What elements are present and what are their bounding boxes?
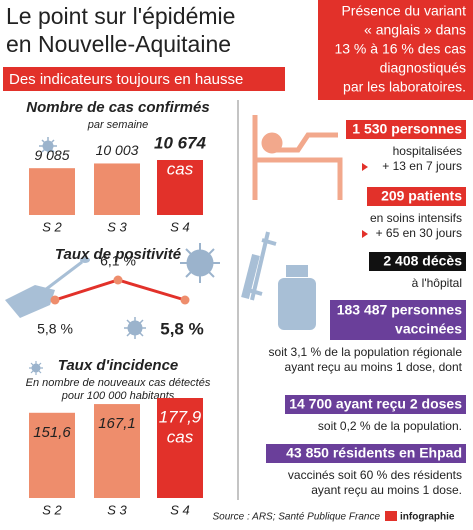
unit-label: cas (167, 159, 194, 178)
fact-headline: 183 487 personnes (337, 302, 463, 318)
bed-icon (252, 115, 343, 200)
logo-mark (385, 511, 397, 521)
fact-text: soit 0,2 % de la population. (318, 419, 462, 433)
virus-icon (29, 361, 43, 375)
category-label: S 3 (107, 219, 127, 234)
swab-icon (5, 257, 90, 318)
fact-text: hospitalisées (393, 144, 462, 158)
fact-headline-bg (285, 395, 466, 414)
bar (157, 160, 203, 215)
bar (29, 168, 75, 215)
syringe-icon (241, 231, 277, 301)
category-label: S 2 (42, 219, 62, 234)
category-label: S 4 (170, 502, 190, 517)
fact-headline: vaccinées (395, 321, 462, 337)
value-label: 10 674 (154, 133, 207, 152)
fact-text: en soins intensifs (370, 211, 462, 225)
trend-point (180, 295, 190, 305)
section-subtitle: par semaine (87, 119, 149, 131)
fact-text: vaccinés soit 60 % des résidents (288, 468, 462, 482)
bullet (362, 230, 368, 238)
value-label: 5,8 % (160, 319, 203, 338)
section-title: Taux de positivité (55, 246, 181, 263)
variant-text: « anglais » dans (364, 22, 466, 38)
variant-text: 13 % à 16 % des cas (334, 41, 466, 57)
fact-headline-bg (266, 444, 466, 463)
variant-text: par les laboratoires. (343, 79, 466, 95)
fact-text: + 65 en 30 jours (376, 226, 462, 240)
fact-text: soit 3,1 % de la population régionale (269, 345, 463, 359)
category-label: S 2 (42, 502, 62, 517)
virus-icon (39, 137, 57, 155)
value-label: 167,1 (98, 415, 136, 432)
fact-text: à l'hôpital (412, 276, 462, 290)
fact-text: ayant reçu au moins 1 dose. (311, 483, 462, 497)
bar (94, 404, 140, 498)
variant-text: Présence du variant (341, 3, 466, 19)
variant-bg (318, 0, 473, 100)
section-subtitle: pour 100 000 habitants (61, 390, 175, 402)
value-label: 5,8 % (37, 321, 73, 337)
section-title: Taux d'incidence (58, 357, 179, 374)
section-subtitle: En nombre de nouveaux cas détectés (26, 377, 211, 389)
source: Source : ARS; Santé Publique France (213, 512, 381, 523)
fact-headline: 43 850 résidents en Ehpad (286, 445, 462, 461)
trend-point (50, 295, 60, 305)
fact-headline: 209 patients (381, 188, 462, 204)
bar (29, 412, 75, 498)
fact-headline-bg (369, 252, 466, 271)
fact-headline: 2 408 décès (383, 253, 462, 269)
bottle-icon (278, 265, 316, 330)
value-label: 6,1 % (100, 253, 136, 269)
variant-text: diagnostiqués (380, 60, 466, 76)
fact-text: ayant reçu au moins 1 dose, dont (285, 360, 463, 374)
category-label: S 4 (170, 219, 190, 234)
fact-headline-bg (367, 187, 466, 206)
banner: Des indicateurs toujours en hausse (9, 71, 243, 88)
value-label: 9 085 (34, 147, 69, 163)
virus-icon (124, 317, 146, 339)
value-label: 151,6 (33, 424, 71, 441)
fact-headline-bg (330, 300, 466, 340)
fact-headline-bg (346, 120, 466, 139)
section-title: Nombre de cas confirmés (26, 99, 209, 116)
bullet (362, 163, 368, 171)
title: Le point sur l'épidémie (6, 3, 235, 29)
category-label: S 3 (107, 502, 127, 517)
fact-headline: 14 700 ayant reçu 2 doses (289, 396, 462, 412)
fact-headline: 1 530 personnes (352, 121, 462, 137)
virus-icon (180, 243, 220, 283)
bar (94, 163, 140, 215)
value-label: 177,9 (159, 407, 202, 426)
fact-text: + 13 en 7 jours (382, 159, 462, 173)
banner-bg (3, 67, 285, 91)
unit-label: cas (167, 427, 194, 446)
trend-point (113, 275, 123, 285)
value-label: 10 003 (96, 142, 139, 158)
bar (157, 398, 203, 498)
credit: infographie (400, 512, 455, 523)
title: en Nouvelle-Aquitaine (6, 31, 231, 57)
